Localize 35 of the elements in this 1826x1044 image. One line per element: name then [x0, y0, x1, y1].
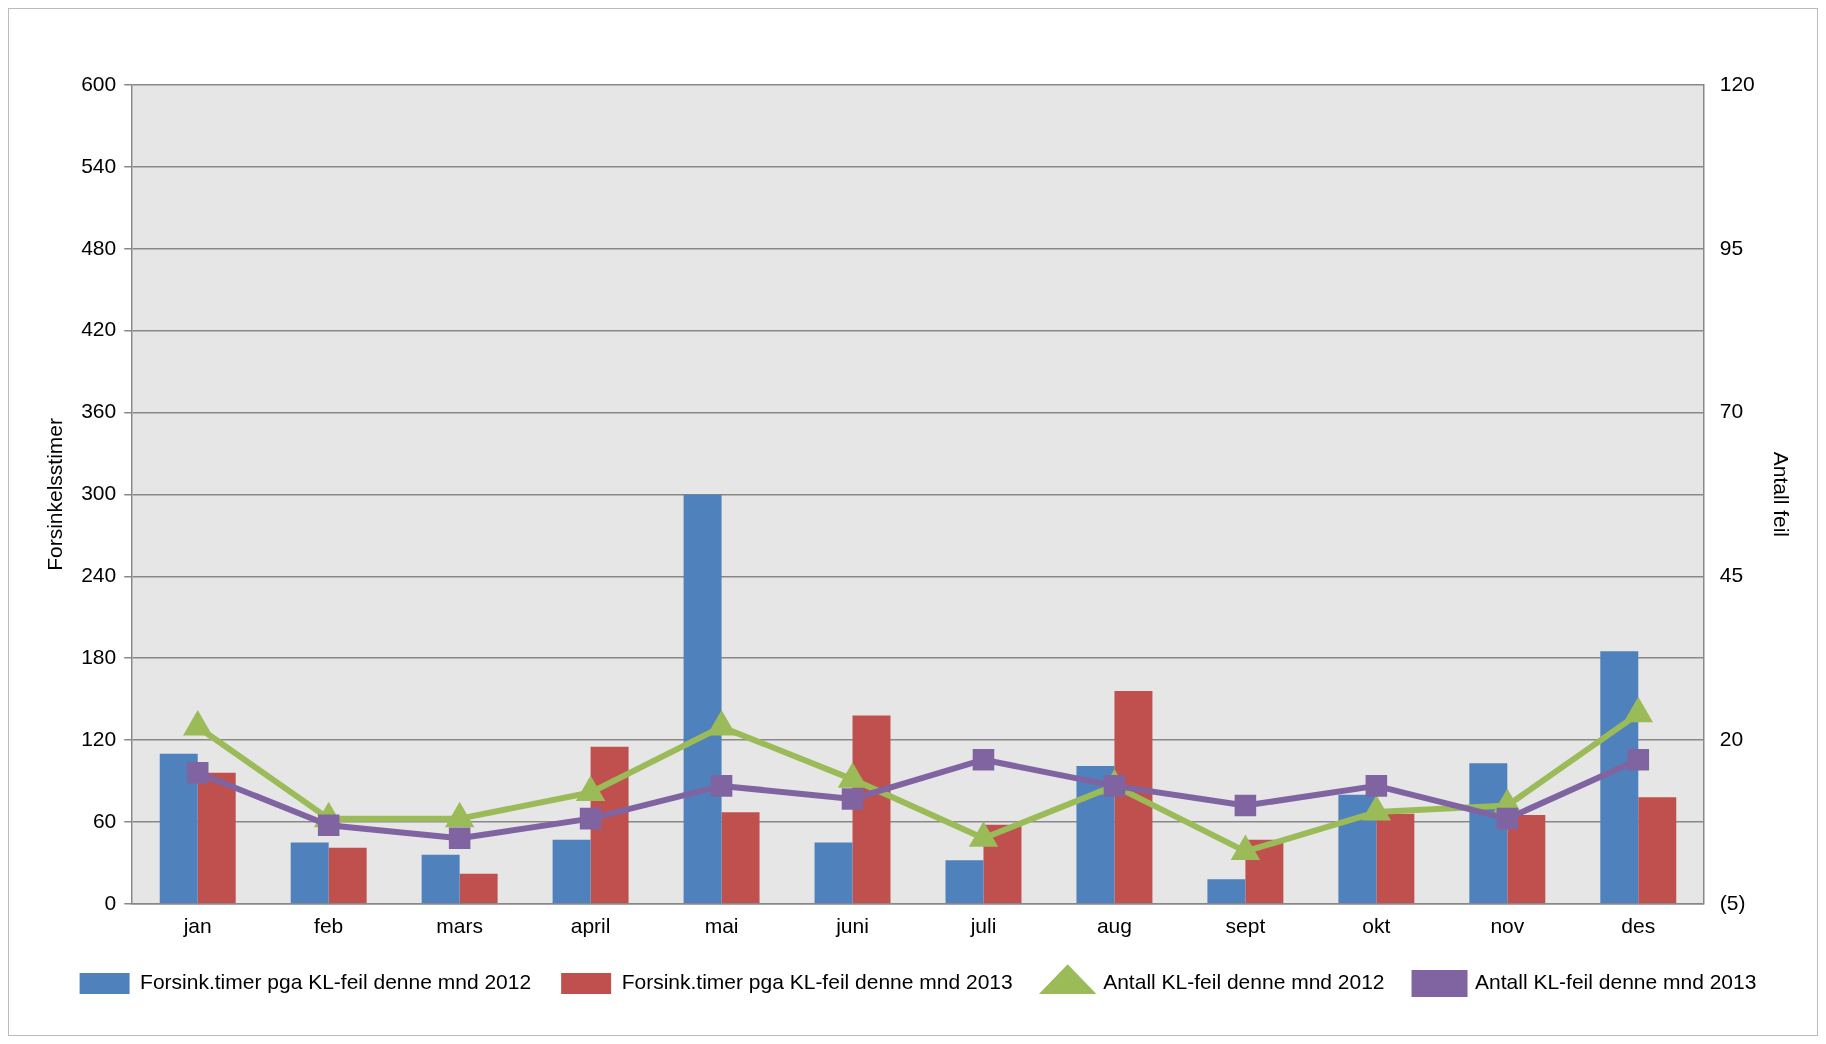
y2-tick-label: 120 [1719, 71, 1755, 95]
x-tick-label: okt [1362, 914, 1391, 938]
legend-label: Antall KL-feil denne mnd 2013 [1475, 970, 1757, 994]
y2-tick-label: 70 [1719, 399, 1744, 423]
y2-tick-label: (5) [1719, 890, 1746, 914]
y2-tick-label: 20 [1719, 726, 1744, 750]
y-axis-title: Forsinkelsstimer [43, 417, 67, 571]
y-tick-label: 0 [104, 890, 117, 914]
y-tick-label: 240 [81, 563, 117, 587]
legend-label: Antall KL-feil denne mnd 2012 [1103, 970, 1385, 994]
y-tick-label: 480 [81, 235, 117, 259]
y2-tick-label: 95 [1719, 235, 1744, 259]
x-tick-label: april [570, 914, 611, 938]
x-tick-label: jan [182, 914, 212, 938]
legend-label: Forsink.timer pga KL-feil denne mnd 2012 [140, 970, 532, 994]
y-tick-label: 360 [81, 399, 117, 423]
x-tick-label: nov [1490, 914, 1525, 938]
x-tick-label: des [1621, 914, 1656, 938]
legend-label: Forsink.timer pga KL-feil denne mnd 2013 [621, 970, 1013, 994]
x-tick-label: juni [835, 914, 869, 938]
y-tick-label: 600 [81, 71, 117, 95]
x-tick-label: juli [969, 914, 997, 938]
y2-tick-label: 45 [1719, 563, 1744, 587]
y-tick-label: 540 [81, 153, 117, 177]
y-tick-label: 420 [81, 317, 117, 341]
x-tick-label: aug [1096, 914, 1132, 938]
x-tick-label: mars [436, 914, 483, 938]
y-tick-label: 120 [81, 726, 117, 750]
y-tick-label: 300 [81, 481, 117, 505]
x-tick-label: sept [1225, 914, 1266, 938]
x-tick-label: mai [704, 914, 739, 938]
y-tick-label: 180 [81, 644, 117, 668]
y2-axis-title: Antall feil [1769, 451, 1793, 538]
y-tick-label: 60 [92, 808, 117, 832]
x-tick-label: feb [314, 914, 344, 938]
